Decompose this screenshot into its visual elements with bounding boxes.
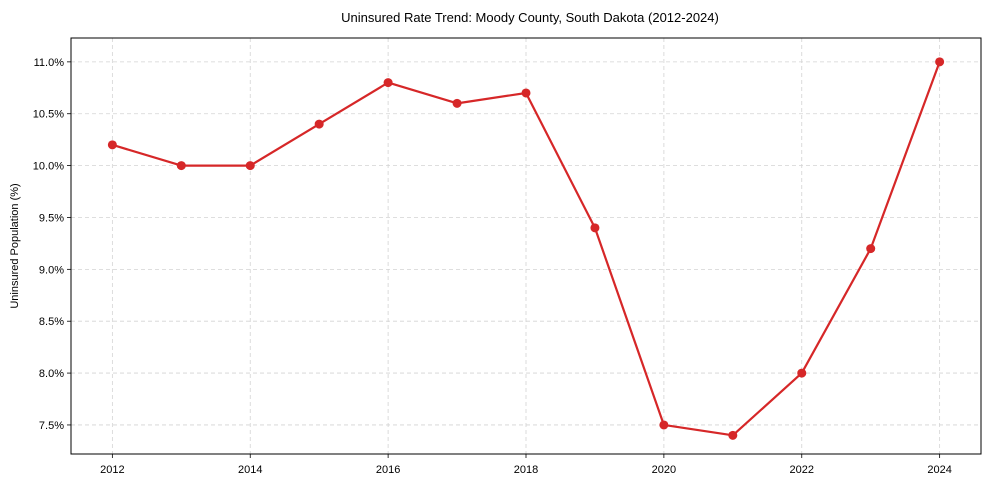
y-tick-label: 8.5% <box>39 316 64 328</box>
x-tick-label: 2020 <box>652 464 676 476</box>
y-tick-label: 10.5% <box>33 109 64 121</box>
data-point-marker <box>107 140 117 150</box>
data-point-marker <box>728 430 738 440</box>
x-tick-label: 2024 <box>927 464 951 476</box>
y-tick-label: 8.0% <box>39 368 64 380</box>
x-tick-label: 2016 <box>376 464 400 476</box>
y-axis-label: Uninsured Population (%) <box>9 183 21 308</box>
data-point-marker <box>452 98 462 108</box>
x-axis: 2012 2014 2016 2018 2020 2022 2024 <box>100 454 952 476</box>
data-point-marker <box>659 420 669 430</box>
chart-title: Uninsured Rate Trend: Moody County, Sout… <box>341 10 719 25</box>
data-point-marker <box>797 368 807 378</box>
data-point-marker <box>245 161 255 171</box>
data-point-marker <box>590 223 600 233</box>
y-tick-label: 10.0% <box>33 161 64 173</box>
data-point-marker <box>521 88 531 98</box>
data-point-marker <box>866 244 876 254</box>
y-tick-label: 11.0% <box>34 57 65 69</box>
data-point-marker <box>383 78 393 88</box>
y-tick-label: 7.5% <box>39 420 64 432</box>
data-point-marker <box>935 57 945 67</box>
y-axis: 7.5% 8.0% 8.5% 9.0% 9.5% 10.0% 10.5% 11.0% <box>33 57 71 432</box>
x-tick-label: 2018 <box>514 464 538 476</box>
x-tick-label: 2012 <box>100 464 124 476</box>
x-tick-label: 2022 <box>790 464 814 476</box>
data-point-marker <box>314 119 324 129</box>
y-tick-label: 9.0% <box>39 264 64 276</box>
x-tick-label: 2014 <box>238 464 262 476</box>
y-tick-label: 9.5% <box>39 212 64 224</box>
data-series <box>107 57 945 440</box>
data-point-marker <box>176 161 186 171</box>
grid-lines <box>71 38 981 454</box>
